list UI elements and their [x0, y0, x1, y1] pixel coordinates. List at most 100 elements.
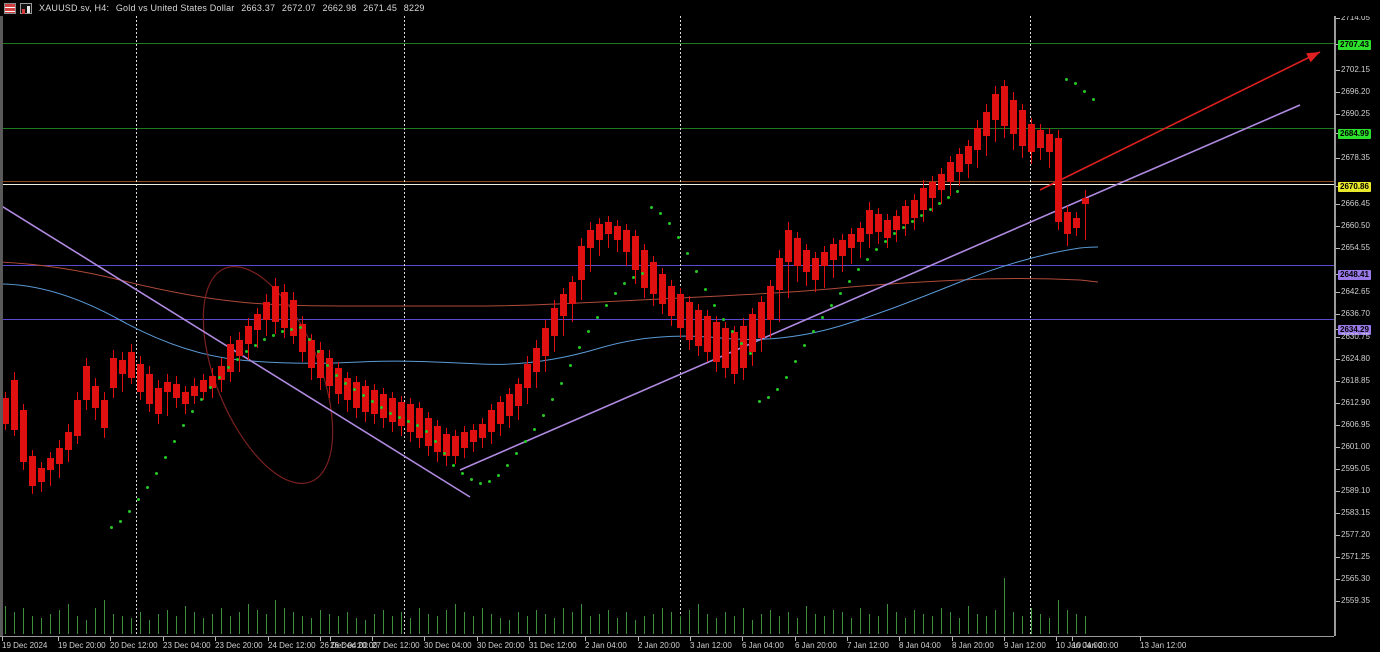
price-axis[interactable]: 2714.05 2707.43 2702.15 2696.20 2690.25 2684.… [1334, 0, 1380, 652]
volume-bar [68, 604, 69, 634]
candle-body [848, 234, 855, 248]
volume-bar [266, 614, 267, 634]
volume-bar [122, 616, 123, 634]
candle-body [83, 366, 90, 400]
candle-body [974, 128, 981, 150]
volume-bar [590, 616, 591, 634]
price-tick [1336, 513, 1340, 514]
level-line-level-upper-purple[interactable] [0, 265, 1334, 266]
volume-bar [608, 610, 609, 634]
volume-bar [320, 610, 321, 634]
time-tick-label: 27 Dec 12:00 [372, 641, 420, 650]
time-tick [163, 637, 164, 641]
volume-bar [104, 600, 105, 634]
ohlc-volume: 8229 [403, 3, 425, 13]
price-tick-label: 2630.75 [1341, 332, 1370, 341]
chart-plot-area[interactable] [0, 16, 1334, 636]
candle-body [740, 326, 747, 368]
volume-bar [464, 612, 465, 634]
sar-dot [218, 376, 221, 379]
highlight-ellipse[interactable] [177, 249, 360, 501]
time-tick [638, 637, 639, 641]
level-line-level-lower-purple[interactable] [0, 319, 1334, 320]
sar-dot [416, 424, 419, 427]
candle-body [308, 340, 315, 368]
time-axis-line [0, 636, 1334, 637]
volume-bar [581, 604, 582, 634]
candle-body [587, 230, 594, 248]
sar-dot [335, 374, 338, 377]
sar-dot [578, 346, 581, 349]
sar-dot [128, 510, 131, 513]
trendlines[interactable] [0, 51, 1321, 498]
grid-icon[interactable] [4, 2, 16, 14]
candle-body [758, 302, 765, 338]
price-tick-label: 2601.00 [1341, 442, 1370, 451]
trendline-descending-purple[interactable] [0, 204, 471, 498]
sar-dot [893, 232, 896, 235]
candle-body [1082, 198, 1089, 204]
time-tick [2, 637, 3, 641]
level-line-resistance-upper[interactable] [0, 43, 1334, 44]
price-tick-label: 2583.15 [1341, 508, 1370, 517]
time-tick [330, 637, 331, 641]
time-tick-label: 2 Jan 04:00 [585, 641, 627, 650]
candle-body [578, 246, 585, 280]
candle-body [821, 252, 828, 266]
sar-dot [425, 430, 428, 433]
time-tick [1072, 637, 1073, 641]
trendline-ascending-red-arrow[interactable] [1039, 51, 1321, 191]
highlight-ellipse-shape[interactable] [177, 249, 360, 501]
trendline-ascending-purple[interactable] [459, 104, 1301, 471]
candle-body [560, 294, 567, 316]
candle-body [380, 394, 387, 418]
time-tick [320, 637, 321, 641]
candle-body [128, 352, 135, 378]
level-line-resistance-lower[interactable] [0, 128, 1334, 129]
volume-bar [680, 616, 681, 634]
volume-bar [1058, 600, 1059, 634]
chart-icon[interactable] [20, 2, 32, 14]
candle-body [722, 328, 729, 368]
time-axis[interactable]: 19 Dec 2024 19 Dec 20:00 20 Dec 12:00 23 De… [0, 636, 1334, 652]
time-tick [529, 637, 530, 641]
trendline-arrow-head [1306, 52, 1320, 63]
sar-dot [830, 304, 833, 307]
candle-body [101, 400, 108, 428]
price-level-label: 2634.29 [1338, 325, 1371, 335]
time-tick [690, 637, 691, 641]
price-tick [1336, 18, 1340, 19]
level-line-pivot-orange[interactable] [0, 181, 1334, 182]
sar-dot [785, 376, 788, 379]
volume-bar [806, 606, 807, 634]
volume-bar [356, 618, 357, 634]
volume-bar [833, 610, 834, 634]
candle-body [335, 368, 342, 394]
price-tick-label: 2678.35 [1341, 153, 1370, 162]
volume-bar [41, 618, 42, 634]
volume-bar [311, 618, 312, 634]
time-tick [585, 637, 586, 641]
volume-bar [446, 610, 447, 634]
time-tick [1056, 637, 1057, 641]
candle-body [884, 220, 891, 238]
price-tick-label: 2559.35 [1341, 596, 1370, 605]
candle-body [515, 384, 522, 406]
sar-dot [614, 292, 617, 295]
volume-bar [536, 610, 537, 634]
level-line-pivot-white[interactable] [0, 184, 1334, 185]
candle-body [920, 188, 927, 210]
volume-bar [23, 608, 24, 634]
volume-bar [779, 616, 780, 634]
candle-body [2, 398, 9, 424]
volume-bar [338, 616, 339, 634]
moving-average-slow [0, 261, 1099, 307]
candle-body [1037, 130, 1044, 148]
time-tick-label: 9 Jan 12:00 [1004, 641, 1046, 650]
price-tick [1336, 314, 1340, 315]
volume-bar [509, 620, 510, 634]
price-tick [1336, 601, 1340, 602]
candle-body [470, 430, 477, 442]
candle-body [74, 400, 81, 436]
